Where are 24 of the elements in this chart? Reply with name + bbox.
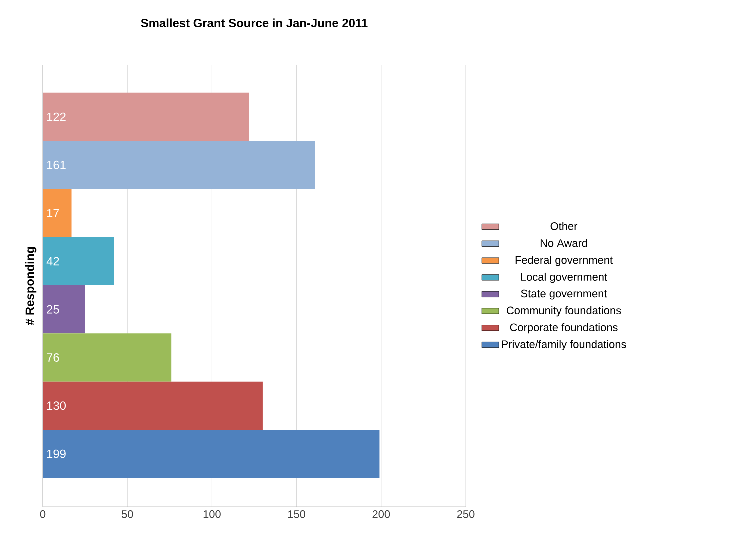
x-tick-label: 250: [457, 510, 475, 518]
data-label: 161: [47, 160, 66, 170]
data-label: 25: [47, 305, 60, 314]
text: Other: [550, 222, 578, 230]
x-tick-label: 0: [40, 510, 46, 518]
chart-title: Smallest Grant Source in Jan-June 2011: [141, 18, 368, 28]
legend-label: Federal government: [516, 256, 613, 266]
data-label: 130: [47, 402, 66, 410]
data-label: 17: [47, 209, 60, 218]
data-label: 42: [46, 257, 60, 266]
legend-label: Private/family foundations: [502, 340, 626, 351]
x-tick-label: 50: [122, 510, 134, 518]
legend-label: Corporate foundations: [510, 323, 618, 334]
legend-label: Local government: [521, 272, 608, 284]
x-tick-label: 100: [204, 510, 221, 518]
x-tick-label: 200: [372, 510, 390, 518]
legend-label: Community foundations: [507, 306, 622, 317]
text: No Award: [540, 239, 588, 248]
y-axis-title: # Responding: [25, 247, 37, 326]
data-label: 199: [47, 450, 66, 458]
x-tick-label: 150: [288, 510, 306, 518]
legend-label: State government: [521, 290, 608, 300]
data-label: 122: [47, 112, 66, 122]
data-label: 76: [47, 354, 60, 362]
